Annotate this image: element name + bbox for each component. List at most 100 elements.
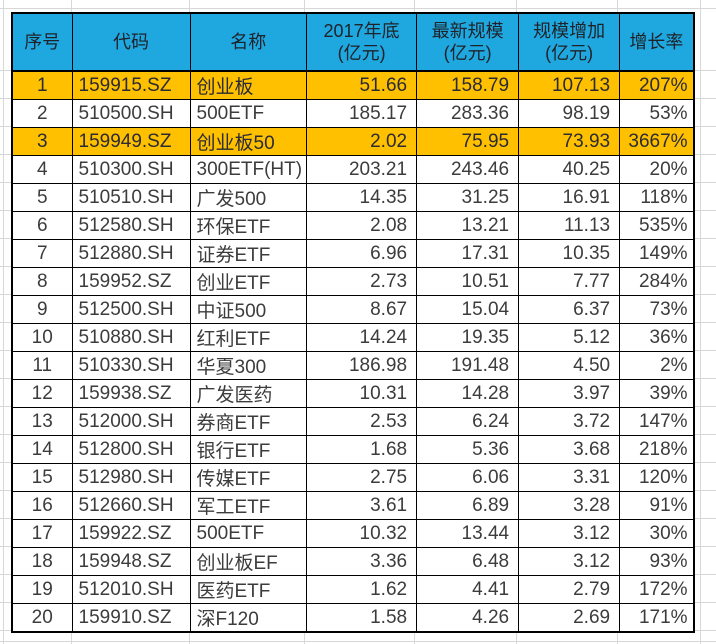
cell-code[interactable]: 510510.SH bbox=[71, 183, 191, 212]
cell-latest[interactable]: 283.36 bbox=[416, 99, 520, 128]
cell-code[interactable]: 512800.SH bbox=[71, 435, 191, 464]
cell-name[interactable]: 创业板50 bbox=[189, 127, 308, 156]
cell-code[interactable]: 159915.SZ bbox=[71, 70, 191, 100]
cell-growth[interactable]: 149% bbox=[619, 239, 695, 268]
cell-growth[interactable]: 93% bbox=[619, 547, 695, 576]
cell-code[interactable]: 510300.SH bbox=[71, 155, 191, 184]
cell-2017[interactable]: 8.67 bbox=[306, 295, 418, 324]
cell-2017[interactable]: 6.96 bbox=[306, 239, 418, 268]
cell-index[interactable]: 2 bbox=[11, 99, 73, 128]
cell-2017[interactable]: 51.66 bbox=[306, 70, 418, 100]
cell-2017[interactable]: 185.17 bbox=[306, 99, 418, 128]
cell-code[interactable]: 512500.SH bbox=[71, 295, 191, 324]
cell-code[interactable]: 159952.SZ bbox=[71, 267, 191, 296]
cell-index[interactable]: 5 bbox=[11, 183, 73, 212]
cell-index[interactable]: 19 bbox=[11, 575, 73, 604]
cell-code[interactable]: 510500.SH bbox=[71, 99, 191, 128]
cell-2017[interactable]: 1.68 bbox=[306, 435, 418, 464]
cell-increase[interactable]: 10.35 bbox=[518, 239, 621, 268]
cell-name[interactable]: 500ETF bbox=[189, 519, 308, 548]
cell-increase[interactable]: 3.12 bbox=[518, 547, 621, 576]
cell-growth[interactable]: 39% bbox=[619, 379, 695, 408]
cell-name[interactable]: 银行ETF bbox=[189, 435, 308, 464]
col-header-code[interactable]: 代码 bbox=[71, 12, 191, 72]
cell-2017[interactable]: 1.62 bbox=[306, 575, 418, 604]
cell-growth[interactable]: 218% bbox=[619, 435, 695, 464]
cell-increase[interactable]: 6.37 bbox=[518, 295, 621, 324]
cell-latest[interactable]: 6.24 bbox=[416, 407, 520, 436]
cell-latest[interactable]: 6.89 bbox=[416, 491, 520, 520]
cell-increase[interactable]: 5.12 bbox=[518, 323, 621, 352]
cell-index[interactable]: 7 bbox=[11, 239, 73, 268]
cell-increase[interactable]: 7.77 bbox=[518, 267, 621, 296]
cell-growth[interactable]: 3667% bbox=[619, 127, 695, 156]
cell-code[interactable]: 510330.SH bbox=[71, 351, 191, 380]
cell-index[interactable]: 13 bbox=[11, 407, 73, 436]
cell-index[interactable]: 20 bbox=[11, 603, 73, 633]
cell-latest[interactable]: 75.95 bbox=[416, 127, 520, 156]
cell-name[interactable]: 创业ETF bbox=[189, 267, 308, 296]
cell-latest[interactable]: 6.48 bbox=[416, 547, 520, 576]
cell-increase[interactable]: 3.12 bbox=[518, 519, 621, 548]
cell-index[interactable]: 12 bbox=[11, 379, 73, 408]
cell-growth[interactable]: 172% bbox=[619, 575, 695, 604]
cell-growth[interactable]: 20% bbox=[619, 155, 695, 184]
cell-2017[interactable]: 2.08 bbox=[306, 211, 418, 240]
cell-growth[interactable]: 207% bbox=[619, 70, 695, 100]
cell-name[interactable]: 证券ETF bbox=[189, 239, 308, 268]
cell-2017[interactable]: 2.53 bbox=[306, 407, 418, 436]
cell-name[interactable]: 军工ETF bbox=[189, 491, 308, 520]
cell-growth[interactable]: 73% bbox=[619, 295, 695, 324]
cell-increase[interactable]: 73.93 bbox=[518, 127, 621, 156]
cell-name[interactable]: 环保ETF bbox=[189, 211, 308, 240]
col-header-name[interactable]: 名称 bbox=[189, 12, 308, 72]
cell-growth[interactable]: 147% bbox=[619, 407, 695, 436]
cell-code[interactable]: 159949.SZ bbox=[71, 127, 191, 156]
cell-latest[interactable]: 19.35 bbox=[416, 323, 520, 352]
cell-latest[interactable]: 158.79 bbox=[416, 70, 520, 100]
cell-growth[interactable]: 171% bbox=[619, 603, 695, 633]
col-header-index[interactable]: 序号 bbox=[11, 12, 73, 72]
cell-name[interactable]: 创业板EF bbox=[189, 547, 308, 576]
cell-name[interactable]: 券商ETF bbox=[189, 407, 308, 436]
cell-name[interactable]: 广发医药 bbox=[189, 379, 308, 408]
cell-2017[interactable]: 2.73 bbox=[306, 267, 418, 296]
cell-latest[interactable]: 5.36 bbox=[416, 435, 520, 464]
cell-name[interactable]: 中证500 bbox=[189, 295, 308, 324]
cell-latest[interactable]: 10.51 bbox=[416, 267, 520, 296]
cell-name[interactable]: 500ETF bbox=[189, 99, 308, 128]
cell-name[interactable]: 广发500 bbox=[189, 183, 308, 212]
cell-name[interactable]: 300ETF(HT) bbox=[189, 155, 308, 184]
cell-code[interactable]: 510880.SH bbox=[71, 323, 191, 352]
cell-increase[interactable]: 2.79 bbox=[518, 575, 621, 604]
cell-name[interactable]: 创业板 bbox=[189, 70, 308, 100]
cell-increase[interactable]: 107.13 bbox=[518, 70, 621, 100]
cell-latest[interactable]: 13.44 bbox=[416, 519, 520, 548]
cell-latest[interactable]: 191.48 bbox=[416, 351, 520, 380]
cell-index[interactable]: 8 bbox=[11, 267, 73, 296]
cell-growth[interactable]: 284% bbox=[619, 267, 695, 296]
cell-increase[interactable]: 98.19 bbox=[518, 99, 621, 128]
cell-name[interactable]: 传媒ETF bbox=[189, 463, 308, 492]
col-header-increase[interactable]: 规模增加 (亿元) bbox=[518, 12, 621, 72]
cell-name[interactable]: 华夏300 bbox=[189, 351, 308, 380]
cell-2017[interactable]: 1.58 bbox=[306, 603, 418, 633]
cell-increase[interactable]: 3.28 bbox=[518, 491, 621, 520]
cell-index[interactable]: 9 bbox=[11, 295, 73, 324]
cell-2017[interactable]: 10.31 bbox=[306, 379, 418, 408]
cell-increase[interactable]: 3.31 bbox=[518, 463, 621, 492]
cell-code[interactable]: 159910.SZ bbox=[71, 603, 191, 633]
cell-increase[interactable]: 16.91 bbox=[518, 183, 621, 212]
cell-2017[interactable]: 3.61 bbox=[306, 491, 418, 520]
cell-code[interactable]: 512580.SH bbox=[71, 211, 191, 240]
cell-increase[interactable]: 3.72 bbox=[518, 407, 621, 436]
cell-code[interactable]: 159922.SZ bbox=[71, 519, 191, 548]
cell-2017[interactable]: 2.75 bbox=[306, 463, 418, 492]
cell-growth[interactable]: 120% bbox=[619, 463, 695, 492]
cell-index[interactable]: 18 bbox=[11, 547, 73, 576]
cell-index[interactable]: 10 bbox=[11, 323, 73, 352]
cell-latest[interactable]: 6.06 bbox=[416, 463, 520, 492]
cell-growth[interactable]: 535% bbox=[619, 211, 695, 240]
cell-name[interactable]: 医药ETF bbox=[189, 575, 308, 604]
cell-index[interactable]: 17 bbox=[11, 519, 73, 548]
